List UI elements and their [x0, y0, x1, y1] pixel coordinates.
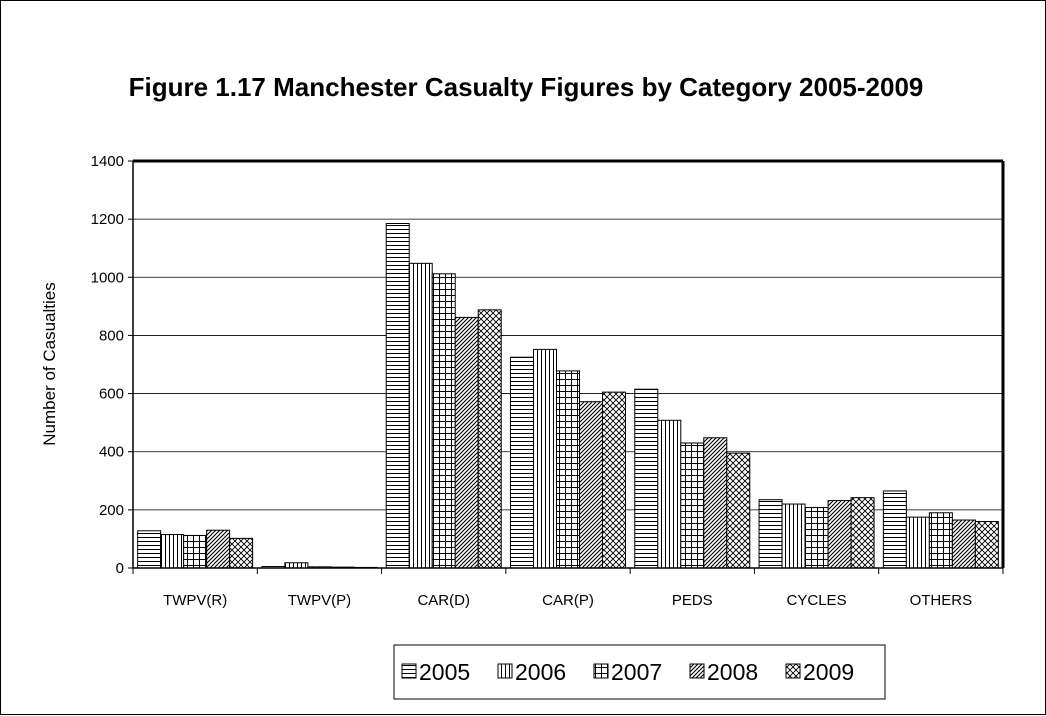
y-tick-label: 200: [99, 502, 124, 519]
bar-2009-twpv-r-: [229, 537, 254, 569]
bar-2006-car-p-: [533, 348, 557, 569]
y-tick-label: 0: [116, 560, 124, 577]
x-tick-label: OTHERS: [910, 592, 973, 609]
bars: [137, 223, 999, 569]
bar-2009-cycles: [850, 497, 875, 569]
legend-label-2006: 2006: [515, 659, 566, 685]
bar-2008-cycles: [827, 500, 852, 569]
bar-2007-car-p-: [556, 370, 580, 569]
bar-2006-cycles: [781, 503, 806, 569]
bar-2005-cycles: [758, 499, 783, 569]
legend-swatch-2008: [689, 663, 705, 679]
x-tick-label: TWPV(R): [163, 592, 227, 609]
bar-2007-cycles: [804, 507, 829, 569]
y-tick-label: 600: [99, 386, 124, 403]
y-tick-label: 1000: [91, 269, 124, 286]
bar-2007-twpv-r-: [183, 534, 208, 569]
legend-label-2007: 2007: [611, 659, 662, 685]
bar-2005-others: [882, 490, 907, 569]
legend-swatch-2006: [497, 663, 513, 679]
bar-2008-twpv-r-: [206, 529, 231, 569]
x-tick-labels: TWPV(R) TWPV(P) CAR(D) CAR(P) PEDS CYCLES OTHE…: [163, 592, 972, 609]
y-tick-label: 800: [99, 327, 124, 344]
bar-2008-others: [951, 519, 976, 569]
x-tick-label: CAR(P): [542, 592, 594, 609]
legend-label-2008: 2008: [707, 659, 758, 685]
bar-2009-peds: [726, 452, 751, 569]
x-tick-label: TWPV(P): [288, 592, 351, 609]
bar-2006-twpv-r-: [160, 534, 185, 569]
bar-2007-others: [928, 512, 953, 569]
bar-2008-car-p-: [579, 401, 603, 569]
x-tick-label: PEDS: [672, 592, 713, 609]
bar-2005-peds: [634, 388, 659, 569]
bar-2007-peds: [680, 442, 705, 569]
bar-2008-peds: [703, 437, 728, 569]
y-tick-labels: 0 200 400 600 800 1000 1200 1400: [91, 153, 124, 577]
y-axis-label: Number of Casualties: [40, 282, 59, 445]
bar-2006-car-d-: [408, 262, 433, 569]
axes: [128, 159, 1005, 574]
bar-2009-car-p-: [602, 391, 626, 569]
bar-2006-peds: [657, 419, 682, 569]
y-tick-label: 1200: [91, 211, 124, 228]
legend-swatch-2007: [593, 663, 609, 679]
bar-2009-car-d-: [477, 309, 502, 569]
bar-2009-others: [974, 520, 999, 569]
y-tick-label: 400: [99, 444, 124, 461]
legend-swatch-2005: [401, 663, 417, 679]
legend-swatch-2009: [785, 663, 801, 679]
bar-2006-twpv-p-: [284, 562, 309, 569]
legend: 2005 2006 2007 2008 2009: [401, 659, 854, 685]
legend-box: [393, 644, 886, 700]
y-tick-label: 1400: [91, 153, 124, 170]
bar-2008-car-d-: [454, 316, 479, 569]
bar-2005-twpv-r-: [137, 530, 162, 569]
legend-label-2005: 2005: [419, 659, 470, 685]
legend-label-2009: 2009: [803, 659, 854, 685]
x-tick-label: CYCLES: [787, 592, 847, 609]
bar-2006-others: [905, 516, 930, 569]
bar-2005-car-d-: [385, 223, 410, 569]
x-tick-label: CAR(D): [417, 592, 470, 609]
bar-2005-car-p-: [510, 356, 534, 569]
chart-title: Figure 1.17 Manchester Casualty Figures …: [129, 72, 924, 102]
bar-2007-car-d-: [431, 273, 456, 569]
